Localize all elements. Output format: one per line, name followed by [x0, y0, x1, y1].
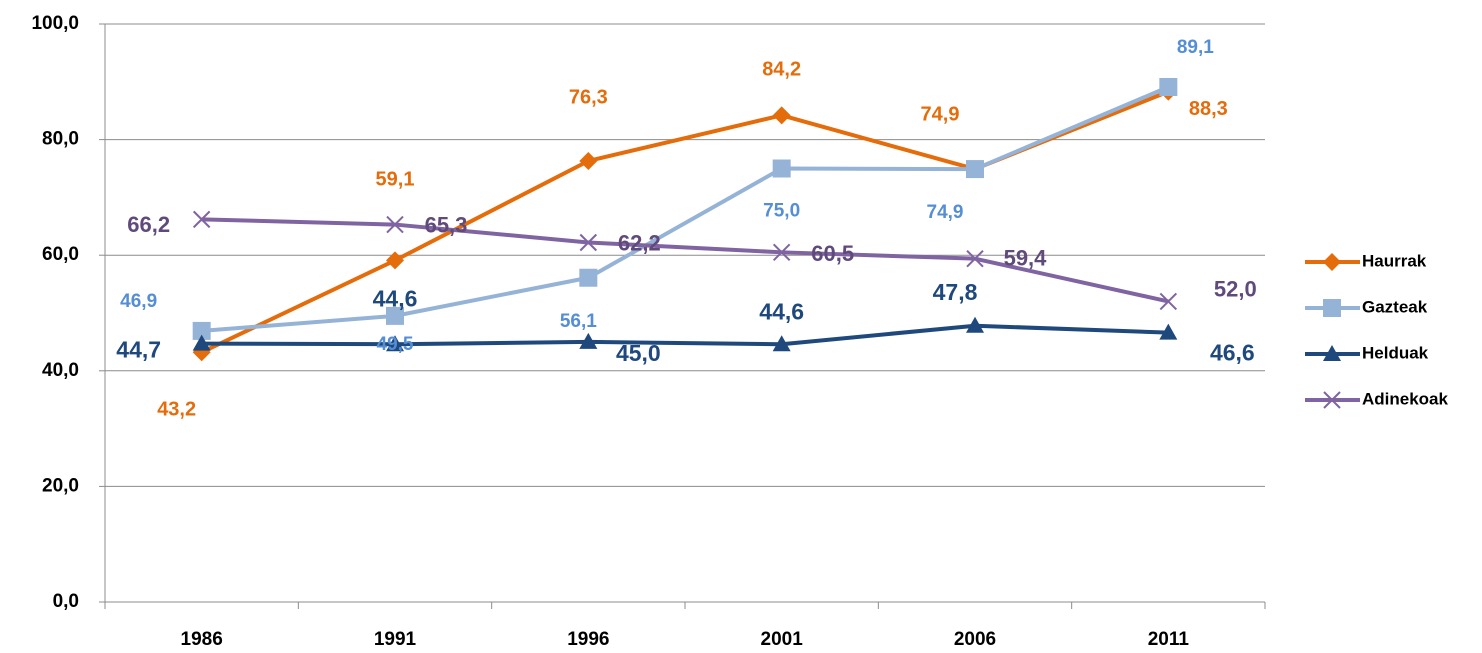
- marker: [1159, 323, 1178, 340]
- series-line: [201, 217, 1169, 304]
- data-label: 43,2: [157, 399, 196, 421]
- marker: [1323, 345, 1341, 361]
- y-tick-label: 100,0: [31, 13, 79, 34]
- marker: [1323, 299, 1341, 317]
- marker: [1323, 391, 1341, 409]
- marker: [386, 215, 404, 234]
- data-label: 59,1: [376, 169, 415, 191]
- y-tick-label: 40,0: [42, 360, 79, 381]
- marker: [579, 332, 598, 349]
- data-label: 56,1: [560, 311, 597, 332]
- marker: [386, 306, 404, 325]
- data-label: 59,4: [1004, 245, 1048, 270]
- data-label: 62,2: [618, 230, 661, 255]
- marker: [579, 233, 598, 252]
- data-label: 45,0: [616, 340, 661, 366]
- marker: [1323, 253, 1341, 271]
- marker: [579, 268, 598, 287]
- series-line: [201, 323, 1169, 347]
- data-label: 89,1: [1177, 37, 1214, 58]
- data-label: 49,5: [377, 334, 414, 355]
- marker: [772, 159, 791, 178]
- data-label: 76,3: [569, 86, 608, 108]
- marker: [579, 151, 598, 170]
- x-tick-label: 1991: [374, 629, 417, 650]
- series-line: [201, 85, 1170, 333]
- x-tick-label: 2011: [1148, 629, 1190, 650]
- data-label: 75,0: [763, 201, 800, 222]
- legend-label: Gazteak: [1362, 297, 1428, 316]
- marker: [192, 334, 211, 351]
- marker: [1159, 292, 1178, 311]
- marker: [1159, 78, 1178, 97]
- marker: [192, 210, 211, 229]
- y-tick-label: 20,0: [42, 475, 79, 496]
- data-label: 74,9: [921, 103, 960, 125]
- data-label: 65,3: [425, 212, 468, 237]
- legend-item: Gazteak: [1305, 297, 1428, 317]
- data-label: 74,9: [927, 202, 964, 223]
- marker: [772, 106, 791, 125]
- marker: [772, 243, 791, 262]
- marker: [966, 160, 984, 179]
- data-label: 52,0: [1214, 276, 1257, 301]
- x-tick-label: 1996: [567, 629, 609, 650]
- legend-label: Adinekoak: [1362, 389, 1449, 408]
- marker: [192, 321, 211, 340]
- y-tick-label: 60,0: [42, 244, 79, 265]
- y-tick-label: 0,0: [53, 591, 79, 612]
- legend-item: Helduak: [1305, 343, 1429, 362]
- legend-label: Helduak: [1362, 343, 1429, 362]
- x-tick-label: 1986: [181, 629, 223, 650]
- data-label: 60,5: [811, 241, 854, 266]
- data-label: 46,6: [1210, 340, 1255, 366]
- x-tick-label: 2006: [954, 629, 996, 650]
- data-label: 84,2: [762, 59, 801, 81]
- legend-item: Adinekoak: [1305, 389, 1449, 409]
- x-tick-label: 2001: [761, 629, 804, 650]
- legend-label: Haurrak: [1362, 251, 1427, 270]
- data-label: 44,7: [116, 337, 161, 363]
- data-label: 46,9: [120, 291, 157, 312]
- y-tick-label: 80,0: [42, 129, 79, 150]
- data-label: 47,8: [933, 279, 978, 305]
- marker: [386, 335, 404, 352]
- data-label: 88,3: [1189, 98, 1228, 120]
- marker: [386, 251, 404, 270]
- data-label: 66,2: [127, 212, 170, 237]
- marker: [966, 316, 984, 333]
- marker: [966, 249, 984, 268]
- legend-item: Haurrak: [1305, 251, 1427, 271]
- data-label: 44,6: [373, 285, 418, 311]
- marker: [772, 335, 791, 352]
- data-label: 44,6: [759, 298, 804, 324]
